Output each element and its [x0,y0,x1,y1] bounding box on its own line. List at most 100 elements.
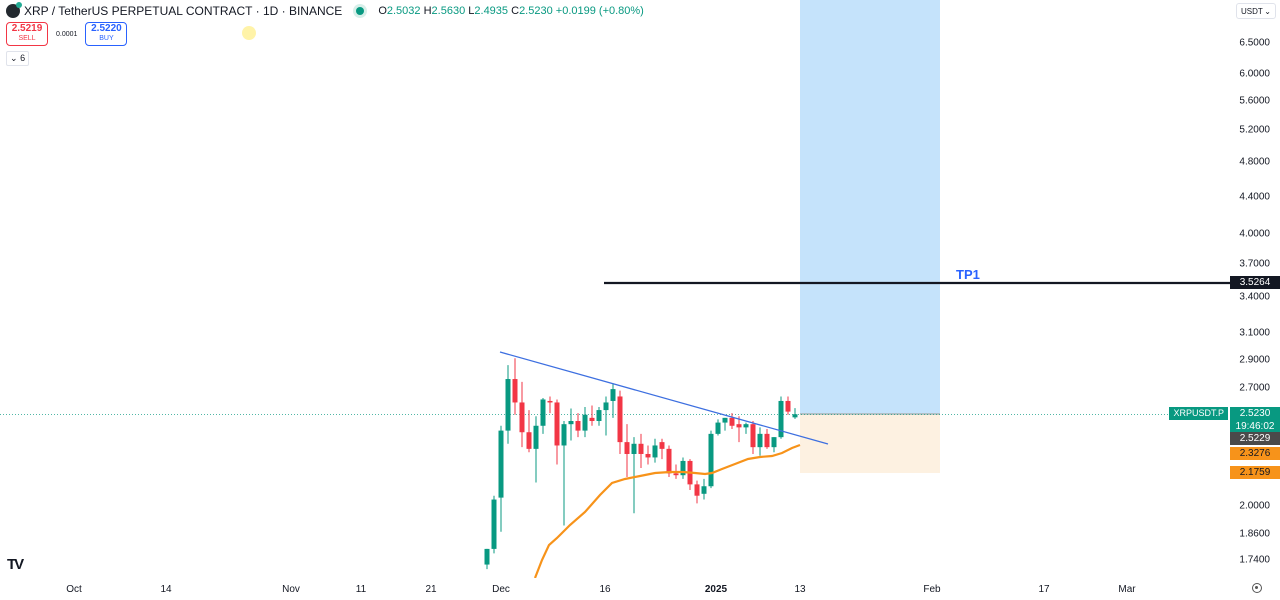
time-tick: 11 [355,584,367,595]
candle-down [666,448,672,474]
open-label: O [378,5,387,17]
buy-button[interactable]: 2.5220 BUY [85,22,128,46]
candle-up [498,430,504,498]
time-tick: 14 [160,584,172,595]
currency-selector[interactable]: USDT ⌄ [1236,3,1276,19]
tp1-price-label: 3.5264 [1230,276,1280,289]
candle-down [736,424,742,428]
high-label: H [423,5,432,17]
price-tick: 4.8000 [1239,156,1270,168]
chart-header: XRP / TetherUS PERPETUAL CONTRACT · 1D ·… [6,2,644,18]
candle-up [582,414,588,431]
currency-value: USDT [1241,7,1263,16]
price-tick: 2.7000 [1239,382,1270,394]
candle-up [743,424,749,428]
candle-up [757,433,763,448]
candle-down [673,473,679,476]
close-value: 2.5230 [519,5,553,17]
price-tick: 5.2000 [1239,124,1270,136]
sell-price: 2.5219 [11,23,43,34]
symbol-title[interactable]: XRP / TetherUS PERPETUAL CONTRACT · 1D ·… [24,4,343,18]
ema-line [533,443,801,578]
candle-up [631,443,637,454]
close-label: C [511,5,520,17]
low-value: 2.4935 [474,5,509,17]
bid-price-label: 2.5229 [1230,432,1280,445]
price-tick: 3.4000 [1239,291,1270,303]
chevron-down-icon: ⌄ [10,53,18,63]
stop-price-label: 2.1759 [1230,466,1280,479]
candle-down [512,379,518,403]
time-tick: 16 [599,584,611,595]
candle-down [750,424,756,448]
candle-up [491,499,497,549]
candle-up [540,399,546,426]
time-tick: 17 [1038,584,1050,595]
chevron-down-icon: ⌄ [1264,7,1271,16]
price-tick: 6.5000 [1239,37,1270,49]
price-tick: 3.1000 [1239,327,1270,339]
low-label: L [468,5,475,17]
price-tick: 1.8600 [1239,528,1270,540]
sell-label: SELL [18,35,36,42]
time-tick: Nov [282,584,300,595]
trade-panel: 2.5219 SELL 0.0001 2.5220 BUY [6,22,128,46]
candle-up [652,445,658,458]
time-tick: Mar [1118,584,1136,595]
candle-up [533,425,539,449]
candle-down [694,484,700,496]
time-tick: Dec [492,584,510,595]
price-tick: 2.9000 [1239,354,1270,366]
candle-up [722,417,728,423]
price-tick: 4.4000 [1239,191,1270,203]
candle-up [771,437,777,448]
candle-down [526,432,532,449]
change-value: +0.0199 (+0.80%) [555,5,644,17]
indicators-toggle[interactable]: ⌄ 6 [6,51,30,66]
candle-up [484,548,490,565]
candle-up [505,379,511,431]
candle-up [603,402,609,411]
market-status-icon[interactable] [356,7,365,15]
tp1-label[interactable]: TP1 [956,267,980,282]
candle-down [764,433,770,448]
xrp-logo-icon [6,2,22,18]
candle-down [547,400,553,403]
high-value: 2.5630 [431,5,466,17]
candle-down [785,400,791,412]
sell-button[interactable]: 2.5219 SELL [6,22,48,46]
candle-down [617,396,623,443]
candle-up [701,486,707,494]
candle-up [568,420,574,425]
candle-up [778,400,784,438]
candle-down [638,443,644,454]
resistance-trendline [499,351,829,445]
time-tick: Oct [66,584,82,595]
last-price-label: 2.5230 19:46:02 [1230,407,1280,433]
time-tick: 13 [794,584,806,595]
spread-value: 0.0001 [56,30,78,38]
ema-value-label: 2.3276 [1230,447,1280,460]
buy-label: BUY [99,35,114,42]
candle-down [519,402,525,433]
candle-up [610,389,616,401]
buy-price: 2.5220 [91,23,122,34]
price-axis[interactable]: USDT ⌄ 6.5000 6.0000 5.6000 5.2000 4.8000 4.4… [1230,0,1280,600]
candle-down [659,442,665,449]
candle-down [624,442,630,454]
settings-gear-icon[interactable] [1252,583,1262,593]
long-profit-zone [800,0,940,414]
cursor-highlight [242,26,256,40]
chart-canvas[interactable] [0,0,1230,578]
time-tick: 2025 [704,584,728,595]
tradingview-logo-icon[interactable]: TV [7,556,24,573]
time-tick: Feb [923,584,941,595]
candle-up [792,414,798,418]
candle-down [589,417,595,421]
candle-up [561,424,567,446]
ohlc-values: O2.5032 H2.5630 L2.4935 C2.5230 +0.0199 … [378,5,644,17]
candle-down [575,420,581,431]
price-tick: 4.0000 [1239,228,1270,240]
candle-up [596,410,602,421]
price-tick: 2.0000 [1239,500,1270,512]
